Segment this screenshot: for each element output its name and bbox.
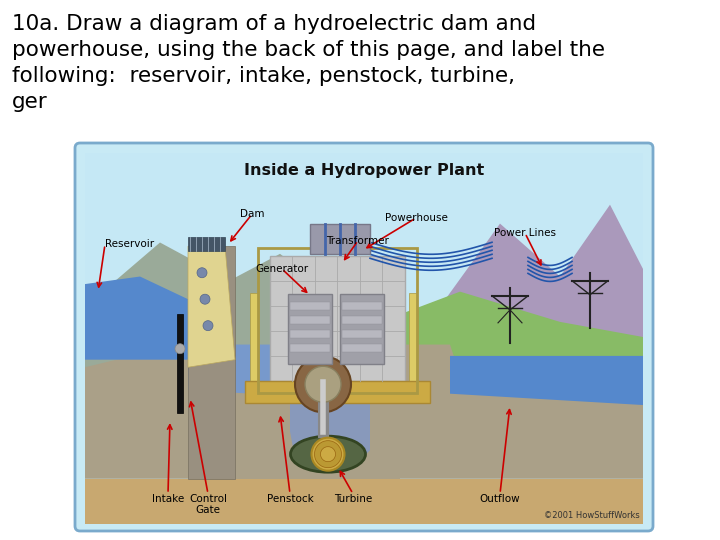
Text: ger: ger bbox=[12, 92, 48, 112]
Bar bbox=[288, 294, 332, 364]
Polygon shape bbox=[188, 246, 235, 479]
Bar bbox=[290, 316, 330, 324]
Polygon shape bbox=[85, 242, 340, 375]
Polygon shape bbox=[85, 345, 235, 479]
Polygon shape bbox=[380, 292, 643, 375]
Bar bbox=[290, 330, 330, 338]
Polygon shape bbox=[290, 382, 370, 473]
Bar bbox=[342, 302, 382, 310]
Text: Turbine: Turbine bbox=[334, 494, 372, 504]
Bar bbox=[250, 293, 258, 401]
Text: following:  reservoir, intake, penstock, turbine,: following: reservoir, intake, penstock, … bbox=[12, 66, 515, 86]
Text: Dam: Dam bbox=[240, 209, 264, 219]
Bar bbox=[290, 302, 330, 310]
Circle shape bbox=[197, 268, 207, 278]
Polygon shape bbox=[235, 382, 400, 479]
Text: Powerhouse: Powerhouse bbox=[384, 213, 447, 223]
Polygon shape bbox=[400, 345, 643, 479]
Text: Outflow: Outflow bbox=[480, 494, 521, 504]
Wedge shape bbox=[315, 441, 341, 468]
Bar bbox=[177, 314, 183, 413]
Circle shape bbox=[305, 366, 341, 402]
Bar bbox=[310, 224, 370, 254]
Polygon shape bbox=[188, 345, 328, 397]
Bar bbox=[85, 479, 643, 524]
Circle shape bbox=[200, 294, 210, 304]
Bar bbox=[188, 237, 225, 251]
Text: Inside a Hydropower Plant: Inside a Hydropower Plant bbox=[244, 163, 484, 178]
Text: Reservoir: Reservoir bbox=[105, 239, 154, 249]
Bar bbox=[409, 293, 417, 401]
Ellipse shape bbox=[290, 436, 366, 472]
Polygon shape bbox=[188, 246, 235, 367]
Bar bbox=[270, 256, 405, 381]
Bar bbox=[342, 316, 382, 324]
Polygon shape bbox=[440, 205, 643, 375]
FancyBboxPatch shape bbox=[75, 143, 653, 531]
Text: Power Lines: Power Lines bbox=[494, 228, 556, 238]
Circle shape bbox=[312, 438, 344, 471]
Bar bbox=[342, 330, 382, 338]
Text: Control
Gate: Control Gate bbox=[189, 494, 227, 516]
Polygon shape bbox=[450, 356, 643, 405]
Bar bbox=[245, 381, 430, 403]
Bar bbox=[290, 344, 330, 352]
Circle shape bbox=[175, 344, 185, 354]
Bar bbox=[340, 294, 384, 364]
Text: ©2001 HowStuffWorks: ©2001 HowStuffWorks bbox=[544, 511, 640, 520]
Text: Generator: Generator bbox=[256, 264, 309, 274]
Circle shape bbox=[295, 356, 351, 412]
Text: Penstock: Penstock bbox=[266, 494, 313, 504]
Text: 10a. Draw a diagram of a hydroelectric dam and: 10a. Draw a diagram of a hydroelectric d… bbox=[12, 14, 536, 34]
Text: Intake: Intake bbox=[152, 494, 184, 504]
Text: Transformer: Transformer bbox=[327, 235, 390, 246]
Bar bbox=[85, 153, 643, 372]
Circle shape bbox=[203, 321, 213, 330]
Polygon shape bbox=[85, 276, 188, 360]
Text: powerhouse, using the back of this page, and label the: powerhouse, using the back of this page,… bbox=[12, 40, 605, 60]
Bar bbox=[342, 344, 382, 352]
